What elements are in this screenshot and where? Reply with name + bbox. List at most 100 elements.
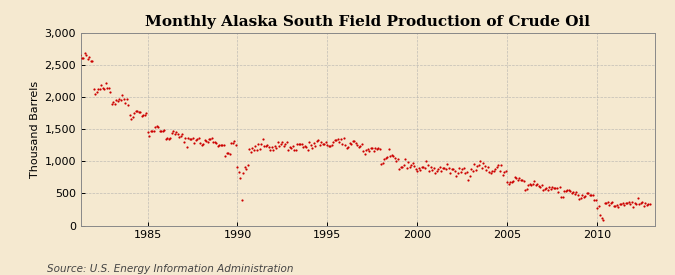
Point — [592, 206, 603, 210]
Point — [400, 157, 411, 161]
Point — [635, 201, 646, 205]
Point — [196, 143, 207, 147]
Point — [258, 137, 269, 142]
Point — [188, 141, 199, 145]
Point — [634, 202, 645, 206]
Point — [342, 145, 352, 150]
Point — [323, 144, 334, 148]
Point — [348, 139, 358, 143]
Point — [126, 117, 136, 122]
Point — [355, 144, 366, 148]
Point — [296, 142, 307, 146]
Point — [531, 183, 541, 188]
Point — [556, 195, 566, 199]
Point — [298, 145, 309, 149]
Point — [490, 167, 501, 171]
Point — [279, 144, 290, 148]
Point — [457, 166, 468, 171]
Point — [416, 165, 427, 169]
Point — [161, 136, 172, 140]
Point — [335, 137, 346, 142]
Point — [328, 140, 339, 144]
Point — [86, 59, 97, 64]
Point — [281, 140, 292, 145]
Point — [178, 140, 189, 144]
Point — [628, 205, 639, 209]
Point — [381, 156, 392, 160]
Point — [392, 157, 403, 162]
Point — [177, 132, 188, 136]
Point — [484, 170, 495, 174]
Point — [578, 194, 589, 199]
Point — [450, 169, 460, 173]
Point — [469, 162, 480, 166]
Point — [445, 170, 456, 175]
Point — [425, 165, 436, 169]
Point — [493, 163, 504, 167]
Point — [130, 108, 141, 113]
Point — [232, 165, 243, 170]
Point — [572, 192, 583, 197]
Point — [617, 201, 628, 205]
Point — [235, 176, 246, 180]
Point — [304, 140, 315, 145]
Point — [180, 136, 190, 141]
Point — [354, 145, 364, 150]
Point — [313, 138, 324, 142]
Point — [623, 199, 634, 204]
Point — [512, 178, 523, 183]
Point — [470, 167, 481, 172]
Point — [367, 145, 378, 150]
Point — [215, 143, 226, 147]
Point — [458, 166, 469, 170]
Point — [221, 151, 232, 155]
Point — [140, 110, 151, 115]
Point — [379, 157, 389, 161]
Point — [616, 202, 626, 206]
Point — [620, 201, 631, 205]
Point — [520, 187, 531, 192]
Point — [144, 134, 155, 138]
Point — [109, 102, 120, 106]
Point — [150, 125, 161, 130]
Point — [154, 129, 165, 134]
Point — [100, 81, 111, 86]
Point — [274, 144, 285, 148]
Point — [315, 143, 325, 147]
Point — [545, 186, 556, 191]
Point — [581, 191, 592, 195]
Point — [451, 174, 462, 178]
Point — [288, 144, 298, 149]
Point — [124, 112, 135, 117]
Point — [515, 178, 526, 182]
Point — [329, 138, 340, 142]
Point — [163, 137, 174, 141]
Text: Source: U.S. Energy Information Administration: Source: U.S. Energy Information Administ… — [47, 264, 294, 274]
Point — [526, 183, 537, 187]
Point — [151, 124, 162, 128]
Point — [415, 168, 426, 172]
Point — [340, 142, 351, 147]
Point — [591, 198, 601, 202]
Point — [129, 111, 140, 115]
Point — [159, 128, 169, 132]
Point — [463, 178, 474, 182]
Point — [456, 169, 466, 174]
Point — [273, 140, 284, 144]
Point — [574, 197, 585, 201]
Point — [387, 153, 398, 157]
Point — [388, 154, 399, 158]
Point — [641, 203, 652, 207]
Point — [566, 191, 577, 195]
Point — [397, 165, 408, 169]
Point — [84, 55, 95, 60]
Point — [102, 86, 113, 90]
Point — [467, 169, 478, 173]
Point — [533, 184, 544, 188]
Point — [554, 184, 565, 189]
Point — [269, 144, 280, 148]
Point — [489, 169, 500, 173]
Point — [508, 179, 518, 183]
Point — [547, 185, 558, 189]
Point — [612, 203, 622, 207]
